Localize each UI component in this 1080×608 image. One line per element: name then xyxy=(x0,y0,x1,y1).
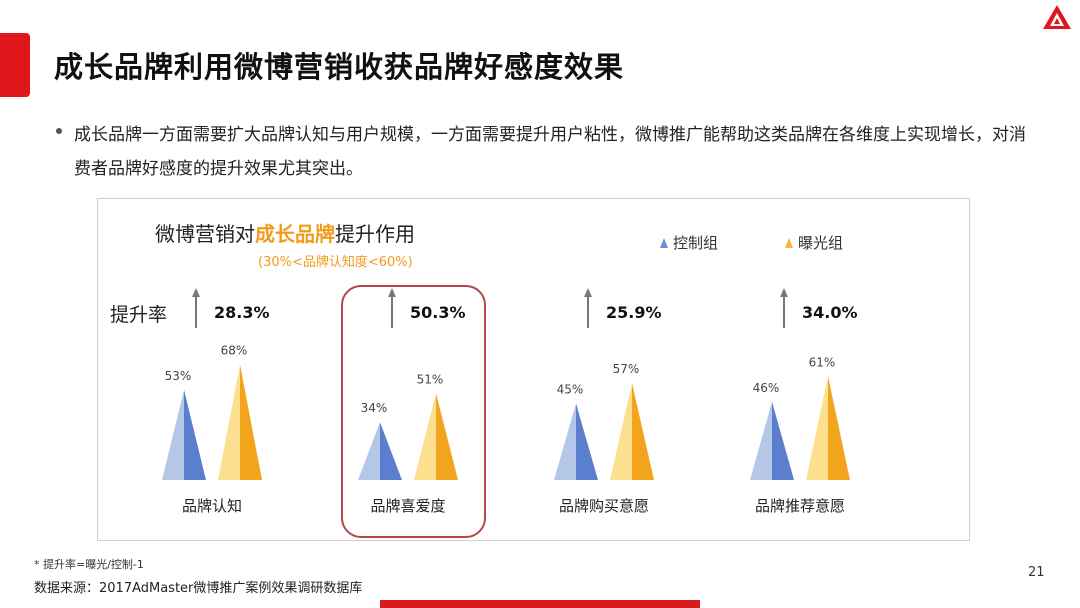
data-label-0-0: 53% xyxy=(165,369,192,383)
bar-1-2-light xyxy=(610,383,632,480)
bar-0-0-dark xyxy=(184,389,206,480)
chart-title-suffix: 提升作用 xyxy=(335,222,415,246)
data-label-1-1: 51% xyxy=(417,372,444,386)
bar-1-3-dark xyxy=(828,376,850,480)
bar-0-3-dark xyxy=(772,401,794,480)
bar-0-0-light xyxy=(162,389,184,480)
category-label-2: 品牌购买意愿 xyxy=(559,497,649,515)
legend-exposure-marker-icon xyxy=(785,238,793,248)
bar-0-2-light xyxy=(554,403,576,480)
chart-title: 微博营销对成长品牌提升作用 xyxy=(155,218,415,247)
data-source: 数据来源：2017AdMaster微博推广案例效果调研数据库 xyxy=(34,581,363,596)
bar-1-0-light xyxy=(218,364,240,480)
legend-item-control: 控制组 xyxy=(660,232,718,253)
bar-1-2-dark xyxy=(632,383,654,480)
chart-frame xyxy=(97,198,970,541)
bar-1-3-light xyxy=(806,376,828,480)
bar-0-2-dark xyxy=(576,403,598,480)
chart-subtitle: (30%<品牌认知度<60%) xyxy=(258,255,413,270)
lift-arrow-head-2 xyxy=(584,288,592,297)
lift-arrow-head-3 xyxy=(780,288,788,297)
data-label-0-3: 46% xyxy=(753,381,780,395)
lift-arrow-head-0 xyxy=(192,288,200,297)
page-number: 21 xyxy=(1028,565,1045,580)
legend-item-exposure: 曝光组 xyxy=(785,232,843,253)
category-label-1: 品牌喜爱度 xyxy=(370,497,445,515)
lift-rate-1: 50.3% xyxy=(410,303,466,322)
lift-rate-0: 28.3% xyxy=(214,303,270,322)
data-label-0-1: 34% xyxy=(361,401,388,415)
brand-logo-icon xyxy=(1043,5,1071,29)
bottom-accent-bar xyxy=(380,600,700,608)
chart-title-prefix: 微博营销对 xyxy=(155,222,255,246)
bar-1-1-light xyxy=(414,393,436,480)
bar-0-1-dark xyxy=(380,422,402,480)
legend-control-marker-icon xyxy=(660,238,668,248)
lift-rate-2: 25.9% xyxy=(606,303,662,322)
highlight-box xyxy=(341,285,486,538)
chart-title-highlight: 成长品牌 xyxy=(255,222,335,246)
data-label-1-3: 61% xyxy=(809,355,836,369)
category-label-3: 品牌推荐意愿 xyxy=(755,497,845,515)
title-accent-tab xyxy=(0,33,30,97)
bar-0-3-light xyxy=(750,401,772,480)
page-title: 成长品牌利用微博营销收获品牌好感度效果 xyxy=(54,50,625,84)
bar-0-1-light xyxy=(358,422,380,480)
legend-control-label: 控制组 xyxy=(673,234,719,252)
bullet-dot xyxy=(56,128,62,134)
category-label-0: 品牌认知 xyxy=(182,497,242,515)
lift-arrow-head-1 xyxy=(388,288,396,297)
data-label-1-0: 68% xyxy=(221,343,248,357)
bar-1-1-dark xyxy=(436,393,458,480)
data-label-0-2: 45% xyxy=(557,383,584,397)
lift-rate-3: 34.0% xyxy=(802,303,858,322)
data-label-1-2: 57% xyxy=(613,362,640,376)
legend-exposure-label: 曝光组 xyxy=(798,234,844,252)
footnote: * 提升率=曝光/控制-1 xyxy=(34,558,144,571)
lift-rate-label: 提升率 xyxy=(110,304,168,326)
bar-1-0-dark xyxy=(240,364,262,480)
bullet-text: 成长品牌一方面需要扩大品牌认知与用户规模，一方面需要提升用户粘性，微博推广能帮助… xyxy=(74,125,1026,179)
